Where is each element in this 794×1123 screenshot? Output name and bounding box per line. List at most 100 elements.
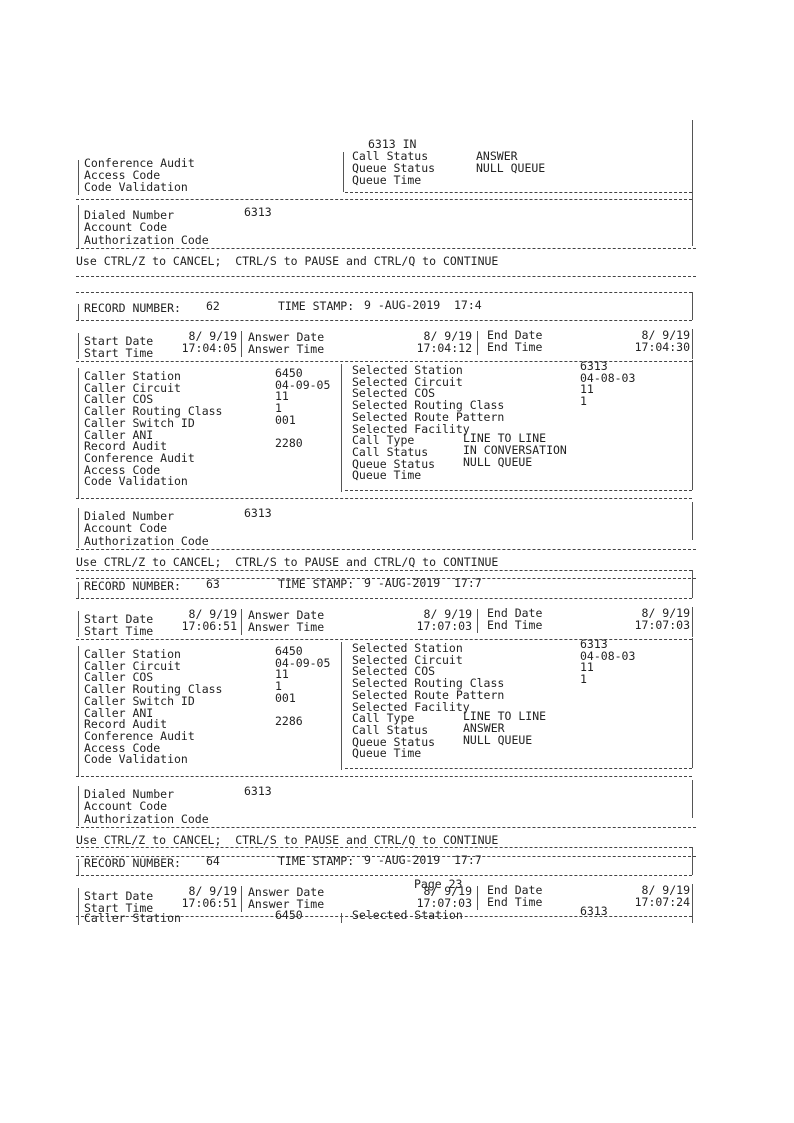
vertical-rule [241, 331, 242, 357]
vertical-rule [692, 638, 693, 768]
field-value: 11 [275, 389, 289, 404]
field-label: Selected Routing Class [352, 676, 505, 691]
field-label: Selected Facility [352, 421, 470, 436]
field-label: End Time [487, 895, 543, 909]
field-label: Selected Facility [352, 699, 470, 714]
field-label: Record Audit [84, 717, 168, 732]
field-value: 11 [275, 667, 289, 682]
dashed-separator [76, 856, 696, 857]
vertical-rule [692, 120, 693, 246]
dashed-separator [76, 248, 696, 249]
vertical-rule [343, 152, 344, 192]
answer-time: 17:07:03 [416, 619, 472, 633]
field-label: Selected Circuit [352, 374, 463, 389]
vertical-rule [692, 907, 693, 923]
field-value: 1 [275, 401, 282, 416]
field-label: Call Status [352, 722, 429, 737]
field-value: 6313 [244, 205, 272, 219]
field-label: Answer Time [248, 342, 325, 356]
dashed-separator [76, 292, 692, 293]
field-label: Queue Status [352, 456, 436, 471]
vertical-rule [78, 786, 79, 826]
field-value: 2280 [275, 436, 303, 451]
page-number: Page 23 [414, 877, 463, 891]
field-label: End Time [487, 340, 543, 354]
answer-date: 8/ 9/19 [423, 884, 472, 898]
vertical-rule [692, 780, 693, 818]
field-label: Answer Time [248, 620, 325, 634]
time-stamp-label: TIME STAMP: [278, 854, 355, 868]
vertical-rule [78, 646, 79, 776]
vertical-rule [78, 859, 79, 875]
vertical-rule [341, 642, 342, 770]
record-number: 62 [206, 299, 220, 313]
time-stamp: 9 -AUG-2019 17:4 [364, 298, 482, 312]
field-label: Selected Circuit [352, 652, 463, 667]
field-label: Caller Circuit [84, 658, 181, 673]
field-label: Caller Routing Class [84, 404, 223, 419]
vertical-rule [241, 886, 242, 912]
field-label: Queue Status [352, 734, 436, 749]
field-label: Queue Status [352, 161, 436, 175]
vertical-rule [692, 329, 693, 359]
field-label: Queue Time [352, 468, 422, 483]
field-label: Conference Audit [84, 728, 195, 743]
field-label: Selected Station [352, 641, 463, 655]
field-label: Dialed Number [84, 509, 175, 523]
field-label: Account Code [84, 220, 168, 234]
vertical-rule [78, 582, 79, 598]
field-label: Selected Route Pattern [352, 687, 505, 702]
field-label: Selected Routing Class [352, 398, 505, 413]
dashed-separator [76, 199, 692, 200]
record-number-label: RECORD NUMBER: [84, 579, 181, 593]
field-label: Access Code [84, 168, 161, 182]
record-number: 64 [206, 854, 220, 868]
vertical-rule [692, 607, 693, 637]
field-value: 001 [275, 412, 296, 427]
field-value: 04-09-05 [275, 377, 331, 392]
dashed-separator [345, 192, 692, 193]
field-label: Queue Time [352, 173, 422, 187]
field-label: Caller ANI [84, 705, 154, 720]
start-time: 17:06:51 [181, 896, 237, 910]
vertical-rule [78, 368, 79, 498]
field-value: 04-08-03 [580, 648, 636, 663]
time-stamp: 9 -AUG-2019 17:7 [364, 853, 482, 867]
dashed-separator [76, 875, 692, 876]
vertical-rule [78, 611, 79, 637]
vertical-rule [477, 331, 478, 355]
field-label: Conference Audit [84, 450, 195, 465]
field-label: Start Date [84, 889, 154, 903]
field-label: Record Audit [84, 439, 168, 454]
dashed-separator [76, 361, 692, 362]
end-time: 17:07:24 [634, 895, 690, 909]
field-value: 001 [275, 690, 296, 705]
field-label: Selected Route Pattern [352, 409, 505, 424]
time-stamp-label: TIME STAMP: [278, 577, 355, 591]
field-label: Code Validation [84, 752, 188, 767]
field-value: 11 [580, 660, 594, 675]
field-label: Caller COS [84, 392, 154, 407]
field-label: Conference Audit [84, 156, 195, 170]
vertical-rule [692, 292, 693, 320]
field-label: Caller Station [84, 911, 181, 925]
field-label: End Date [487, 328, 543, 342]
start-date: 8/ 9/19 [188, 884, 237, 898]
field-label: Answer Time [248, 897, 325, 911]
vertical-rule [692, 360, 693, 490]
field-label: Code Validation [84, 180, 188, 194]
control-hint: Use CTRL/Z to CANCEL; CTRL/S to PAUSE an… [76, 833, 499, 847]
vertical-rule [692, 570, 693, 598]
field-value: 1 [275, 679, 282, 694]
dashed-separator [76, 776, 692, 777]
field-label: End Date [487, 883, 543, 897]
field-value: 1 [580, 394, 587, 409]
start-time: 17:04:05 [181, 341, 237, 355]
start-time: 17:06:51 [181, 619, 237, 633]
field-label: Account Code [84, 521, 168, 535]
field-label: Caller Station [84, 647, 181, 661]
field-value: 6313 [580, 904, 608, 918]
field-label: Dialed Number [84, 208, 175, 222]
time-stamp-label: TIME STAMP: [278, 299, 355, 313]
